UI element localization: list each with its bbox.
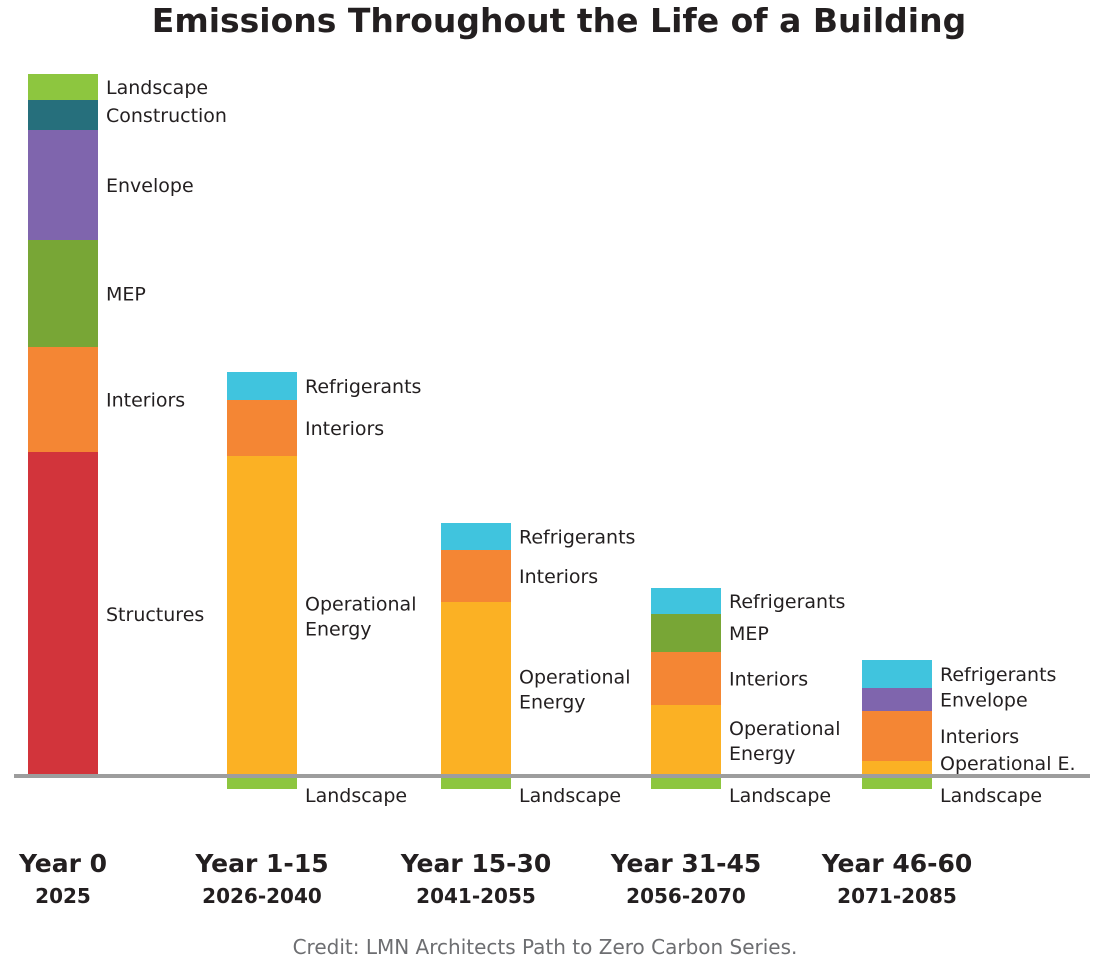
- segment-mep: [28, 240, 98, 347]
- segment-landscape: [651, 776, 721, 789]
- segment-construction: [28, 100, 98, 130]
- category-label: Year 1-15: [194, 849, 328, 878]
- segment-label: Landscape: [519, 785, 621, 807]
- segment-mep: [651, 614, 721, 652]
- segment-landscape: [28, 74, 98, 100]
- category-years: 2071-2085: [837, 884, 957, 908]
- segment-operational-energy: [227, 456, 297, 776]
- bar-1: Landscape Operational Energy Interiors Refri…: [227, 372, 421, 807]
- category-years: 2025: [35, 884, 91, 908]
- segment-label: MEP: [106, 284, 146, 306]
- segment-landscape: [441, 776, 511, 789]
- segment-label: Refrigerants: [305, 376, 421, 398]
- category-label: Year 46-60: [821, 849, 973, 878]
- segment-label: Refrigerants: [940, 664, 1056, 686]
- segment-envelope: [862, 688, 932, 711]
- segment-operational-energy: [862, 761, 932, 776]
- segment-label: MEP: [729, 623, 769, 645]
- segment-operational-energy: [441, 602, 511, 776]
- segment-label: Landscape: [940, 785, 1042, 807]
- category-labels: Year 0 2025 Year 1-15 2026-2040 Year 15-30 20…: [18, 849, 972, 908]
- segment-refrigerants: [441, 523, 511, 550]
- category-label: Year 31-45: [610, 849, 762, 878]
- segment-structures: [28, 452, 98, 776]
- segment-interiors: [441, 550, 511, 602]
- segment-label: Construction: [106, 105, 227, 127]
- segment-label: Refrigerants: [729, 591, 845, 613]
- segment-label: Interiors: [729, 669, 808, 691]
- segment-interiors: [651, 652, 721, 705]
- chart-title: Emissions Throughout the Life of a Build…: [152, 1, 966, 40]
- segment-label: Refrigerants: [519, 527, 635, 549]
- segment-refrigerants: [227, 372, 297, 400]
- segment-interiors: [862, 711, 932, 761]
- category-label: Year 15-30: [400, 849, 552, 878]
- segment-operational-energy: [651, 705, 721, 776]
- segment-label: Interiors: [519, 566, 598, 588]
- segment-envelope: [28, 130, 98, 240]
- category-years: 2026-2040: [202, 884, 322, 908]
- segment-label: Envelope: [940, 690, 1028, 712]
- segment-label: Interiors: [305, 418, 384, 440]
- category-years: 2056-2070: [626, 884, 746, 908]
- segment-label: Operational E.: [940, 753, 1076, 775]
- segment-interiors: [28, 347, 98, 452]
- category-years: 2041-2055: [416, 884, 536, 908]
- segment-refrigerants: [651, 588, 721, 614]
- segment-label: Envelope: [106, 175, 194, 197]
- segment-label: Operational Energy: [519, 667, 630, 714]
- segment-label: Structures: [106, 604, 204, 626]
- segment-interiors: [227, 400, 297, 456]
- segment-refrigerants: [862, 660, 932, 688]
- bar-2: Landscape Operational Energy Interiors Refri…: [441, 523, 635, 807]
- bar-3: Landscape Operational Energy Interiors MEP Re…: [651, 588, 845, 807]
- segment-label: Operational Energy: [305, 594, 416, 641]
- segment-label: Interiors: [106, 390, 185, 412]
- segment-label: Operational Energy: [729, 718, 840, 765]
- segment-landscape: [862, 776, 932, 789]
- bar-4: Landscape Operational E. Interiors Envelope…: [862, 660, 1076, 807]
- segment-landscape: [227, 776, 297, 789]
- bars-group: Structures Interiors MEP Envelope Constructi…: [28, 74, 1076, 807]
- category-label: Year 0: [18, 849, 107, 878]
- credit-text: Credit: LMN Architects Path to Zero Carb…: [293, 935, 798, 959]
- segment-label: Landscape: [305, 785, 407, 807]
- segment-label: Landscape: [729, 785, 831, 807]
- segment-label: Landscape: [106, 77, 208, 99]
- segment-label: Interiors: [940, 726, 1019, 748]
- bar-0: Structures Interiors MEP Envelope Constructi…: [28, 74, 227, 776]
